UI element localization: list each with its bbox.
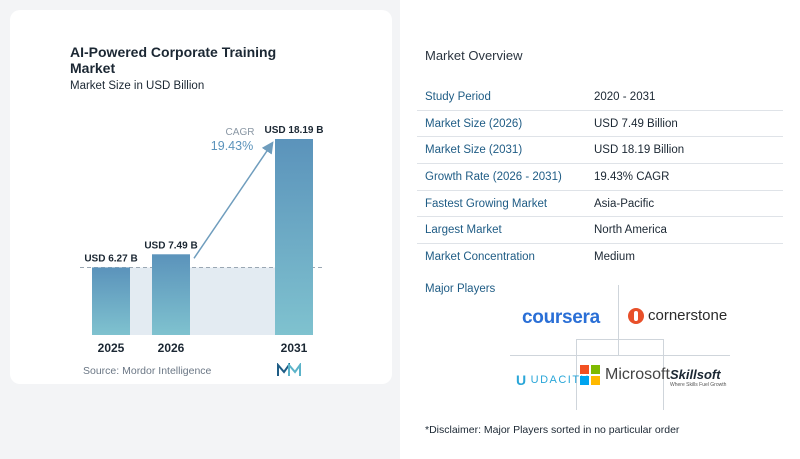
bar-2026 — [152, 254, 190, 335]
divider — [510, 355, 730, 356]
bar-2031 — [275, 139, 313, 335]
divider — [576, 339, 664, 340]
major-players-logos: coursera cornerstone U UDACITY Microsoft… — [510, 285, 730, 410]
cornerstone-mark-icon — [628, 307, 644, 324]
overview-value: USD 18.19 Billion — [594, 144, 685, 157]
overview-value: Asia-Pacific — [594, 197, 655, 210]
cornerstone-logo: cornerstone — [628, 307, 727, 324]
microsoft-logo-text: Microsoft — [605, 366, 670, 383]
udacity-logo: U UDACITY — [516, 372, 589, 388]
overview-table: Study Period 2020 - 2031 Market Size (2026… — [417, 84, 783, 271]
overview-label: Growth Rate (2026 - 2031) — [425, 170, 562, 183]
cagr-label: CAGR — [226, 127, 255, 138]
divider — [576, 339, 577, 410]
overview-row: Market Size (2031) USD 18.19 Billion — [417, 137, 783, 165]
overview-row: Largest Market North America — [417, 217, 783, 245]
x-tick-label: 2026 — [158, 341, 185, 355]
udacity-logo-text: UDACITY — [530, 374, 590, 386]
coursera-logo: coursera — [522, 307, 600, 329]
overview-row: Market Size (2026) USD 7.49 Billion — [417, 111, 783, 138]
source-note: Source: Mordor Intelligence — [83, 365, 212, 377]
bar-2025 — [92, 267, 130, 335]
overview-card — [400, 0, 800, 459]
overview-row: Study Period 2020 - 2031 — [417, 84, 783, 111]
chart-subtitle: Market Size in USD Billion — [70, 80, 205, 92]
overview-value: 19.43% CAGR — [594, 170, 670, 183]
cagr-value: 19.43% — [211, 139, 253, 153]
x-tick-label: 2025 — [98, 341, 125, 355]
overview-label: Study Period — [425, 90, 491, 103]
cagr-arrow — [193, 141, 274, 259]
microsoft-windows-icon — [580, 365, 600, 385]
bar-chart: USD 6.27 B 2025 USD 7.49 B 2026 USD 18.19 B 2… — [80, 125, 325, 355]
disclaimer: *Disclaimer: Major Players sorted in no … — [425, 424, 680, 436]
skillsoft-tagline: Where Skills Fuel Growth — [670, 382, 727, 388]
mordor-logo-icon — [277, 363, 301, 376]
x-tick-label: 2031 — [281, 341, 308, 355]
overview-label: Market Size (2031) — [425, 144, 523, 157]
udacity-mark-icon: U — [516, 372, 528, 388]
overview-label: Largest Market — [425, 224, 502, 237]
overview-row: Growth Rate (2026 - 2031) 19.43% CAGR — [417, 164, 783, 191]
overview-label: Fastest Growing Market — [425, 197, 548, 210]
overview-label: Market Concentration — [425, 251, 535, 264]
overview-label: Market Size (2026) — [425, 117, 523, 130]
overview-value: USD 7.49 Billion — [594, 117, 678, 130]
skillsoft-logo-text: Skillsoft — [670, 367, 721, 382]
market-overview-title: Market Overview — [425, 48, 523, 63]
divider — [618, 285, 619, 355]
data-label: USD 6.27 B — [84, 253, 137, 264]
chart-title: AI-Powered Corporate Training Market — [70, 44, 277, 76]
data-label: USD 7.49 B — [144, 240, 197, 251]
microsoft-logo: Microsoft — [580, 365, 670, 385]
coursera-logo-text: coursera — [522, 307, 600, 328]
overview-value: North America — [594, 224, 667, 237]
overview-row: Market Concentration Medium — [417, 244, 783, 271]
overview-value: 2020 - 2031 — [594, 90, 656, 103]
skillsoft-logo: Skillsoft Where Skills Fuel Growth — [670, 367, 726, 388]
data-label: USD 18.19 B — [265, 125, 324, 136]
overview-row: Fastest Growing Market Asia-Pacific — [417, 191, 783, 218]
major-players-title: Major Players — [425, 283, 496, 295]
divider — [663, 339, 664, 410]
overview-value: Medium — [594, 251, 635, 264]
cornerstone-logo-text: cornerstone — [648, 307, 728, 324]
